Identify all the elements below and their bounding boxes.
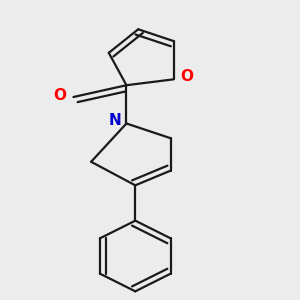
Text: O: O (180, 69, 193, 84)
Text: N: N (108, 113, 121, 128)
Text: O: O (54, 88, 67, 103)
